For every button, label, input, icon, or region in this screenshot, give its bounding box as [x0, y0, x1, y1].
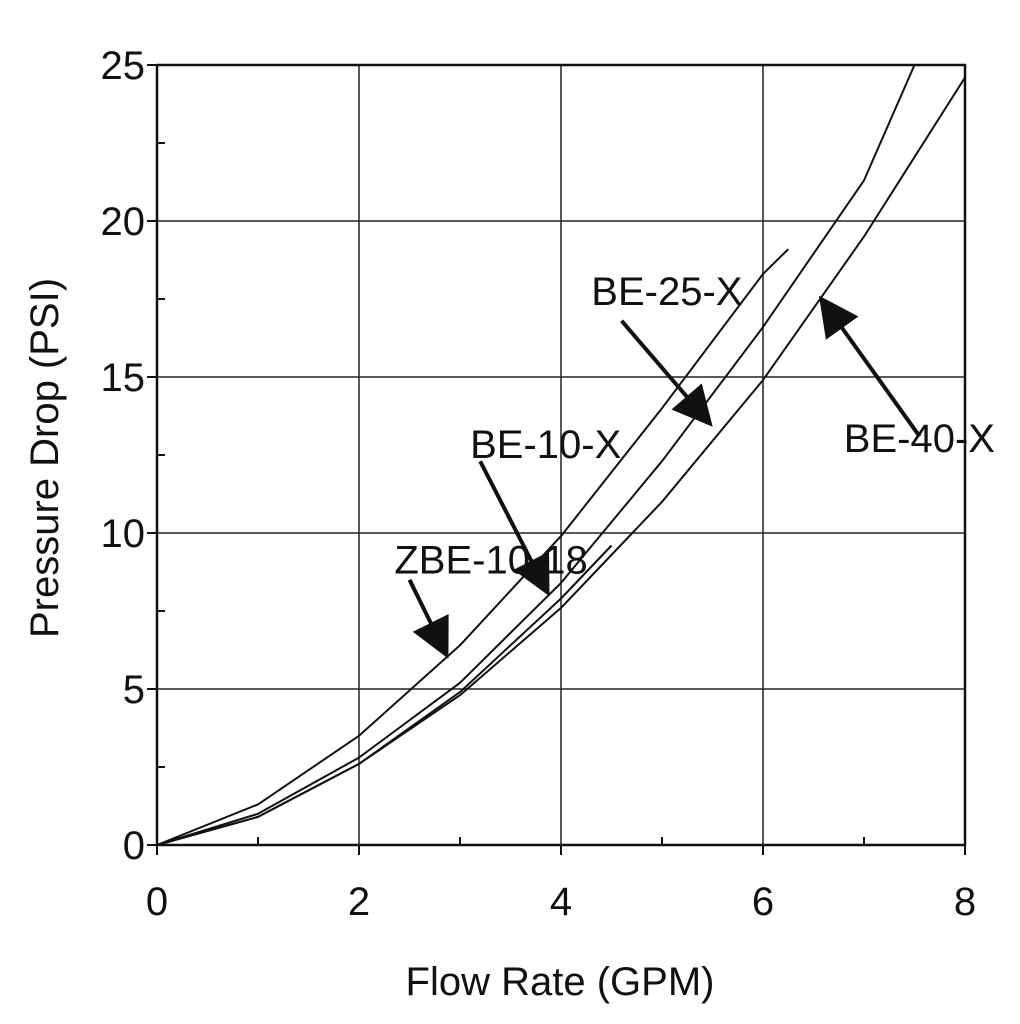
x-tick-label-8: 8 — [954, 880, 976, 924]
x-tick-label-0: 0 — [146, 880, 168, 924]
annotation-arrow-be-25-x — [620, 319, 713, 427]
x-axis-title: Flow Rate (GPM) — [406, 960, 715, 1004]
x-tick-label-6: 6 — [752, 880, 774, 924]
series-line-zbe-10-18 — [156, 544, 613, 846]
y-tick-label-25: 25 — [101, 44, 146, 88]
y-tick-label-10: 10 — [101, 512, 146, 556]
y-tick-label-0: 0 — [123, 824, 145, 868]
annotation-label-be-40-x: BE-40-X — [844, 417, 995, 461]
series-line-be-25-x — [156, 248, 790, 846]
y-tick-label-15: 15 — [101, 356, 146, 400]
series-line-be-10-x — [156, 64, 916, 846]
annotation-arrow-be-10-x — [478, 460, 550, 597]
annotation-label-be-25-x: BE-25-X — [591, 270, 742, 314]
x-tick-label-2: 2 — [348, 880, 370, 924]
annotation-label-zbe-10-18: ZBE-10-18 — [394, 539, 587, 583]
axis-ticks: 0 2 4 6 8 0 5 10 15 20 25 — [101, 44, 977, 924]
annotation-arrow-be-40-x — [818, 295, 922, 438]
series-lines — [156, 64, 966, 846]
x-tick-label-4: 4 — [550, 880, 572, 924]
annotation-arrow-zbe-10-18 — [407, 578, 449, 659]
y-tick-label-5: 5 — [123, 668, 145, 712]
annotation-label-be-10-x: BE-10-X — [470, 423, 621, 467]
y-axis-title: Pressure Drop (PSI) — [23, 278, 67, 638]
series-line-be-40-x — [156, 76, 966, 846]
y-tick-label-20: 20 — [101, 200, 146, 244]
annotations: BE-25-X BE-10-X ZBE-10-18 BE-40-X — [394, 270, 995, 659]
